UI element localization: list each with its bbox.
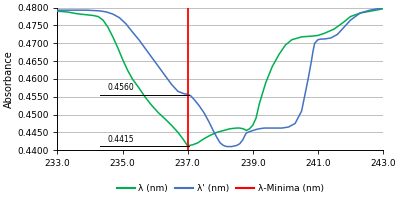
- Text: 0.4560: 0.4560: [108, 83, 135, 93]
- Y-axis label: Absorbance: Absorbance: [4, 50, 14, 108]
- Text: 0.4415: 0.4415: [108, 135, 134, 144]
- Legend: λ (nm), λ' (nm), λ-Minima (nm): λ (nm), λ' (nm), λ-Minima (nm): [113, 180, 328, 196]
